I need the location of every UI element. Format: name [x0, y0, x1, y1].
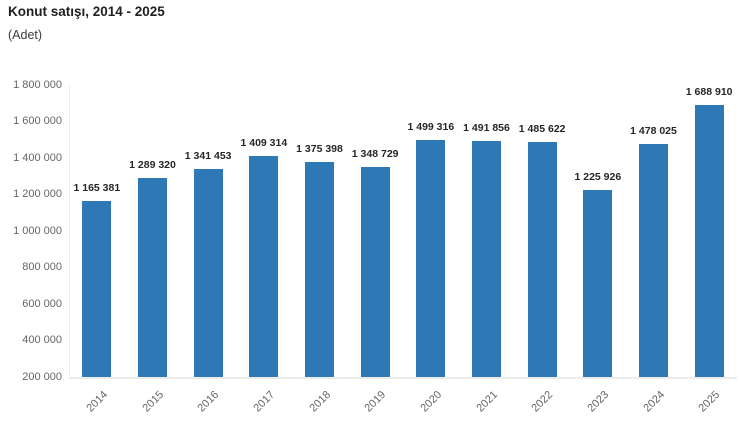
y-tick-label: 400 000: [22, 334, 62, 346]
bar-2019[interactable]: [360, 167, 390, 377]
bar-value-label: 1 499 316: [407, 120, 455, 133]
x-tick-label: 2019: [362, 388, 389, 415]
x-tick-label: 2022: [529, 388, 556, 415]
bar-2017[interactable]: [249, 156, 279, 377]
bar-2015[interactable]: [138, 178, 167, 377]
chart-title: Konut satışı, 2014 - 2025: [8, 4, 165, 19]
bar-2022[interactable]: [527, 142, 557, 377]
bar-value-label: 1 225 926: [574, 170, 622, 183]
bar-value-label: 1 688 910: [685, 86, 733, 99]
bar-2016[interactable]: [193, 168, 223, 377]
x-tick-label: 2020: [418, 388, 445, 415]
y-tick-label: 1 000 000: [13, 224, 62, 237]
x-axis-line: [69, 377, 737, 379]
y-tick-label: 1 600 000: [13, 115, 62, 127]
x-tick-label: 2016: [195, 388, 222, 415]
y-tick-label: 1 200 000: [13, 188, 62, 200]
bar-2020[interactable]: [416, 139, 446, 377]
bar-value-label: 1 341 453: [184, 149, 232, 162]
x-tick-label: 2023: [585, 388, 612, 415]
bar-2021[interactable]: [472, 141, 501, 377]
bar-2023[interactable]: [583, 189, 613, 377]
bar-2014[interactable]: [82, 200, 112, 377]
x-tick-label: 2021: [473, 388, 500, 415]
y-tick-label: 200 000: [22, 370, 62, 383]
x-tick-label: 2024: [640, 388, 667, 415]
bar-2018[interactable]: [305, 162, 334, 377]
x-tick-label: 2018: [306, 388, 333, 415]
y-axis-line: [69, 85, 70, 377]
bar-2024[interactable]: [639, 143, 668, 377]
y-tick-label: 1 800 000: [13, 78, 62, 91]
bar-value-label: 1 491 856: [463, 122, 510, 135]
y-tick-label: 800 000: [22, 261, 62, 273]
y-tick-label: 1 400 000: [13, 151, 62, 164]
x-tick-label: 2014: [84, 388, 111, 415]
y-tick-label: 600 000: [22, 297, 62, 310]
bar-value-label: 1 478 025: [630, 124, 677, 137]
x-tick-label: 2017: [251, 388, 278, 415]
x-tick-label: 2025: [696, 388, 723, 415]
bar-value-label: 1 165 381: [73, 181, 121, 194]
bar-value-label: 1 409 314: [240, 137, 288, 150]
bar-2025[interactable]: [694, 105, 724, 377]
bar-value-label: 1 485 622: [518, 123, 566, 136]
chart-subtitle: (Adet): [8, 28, 43, 42]
bar-value-label: 1 375 398: [296, 143, 343, 156]
bar-value-label: 1 289 320: [129, 159, 176, 172]
bar-value-label: 1 348 729: [351, 148, 399, 161]
x-tick-label: 2015: [139, 388, 166, 415]
